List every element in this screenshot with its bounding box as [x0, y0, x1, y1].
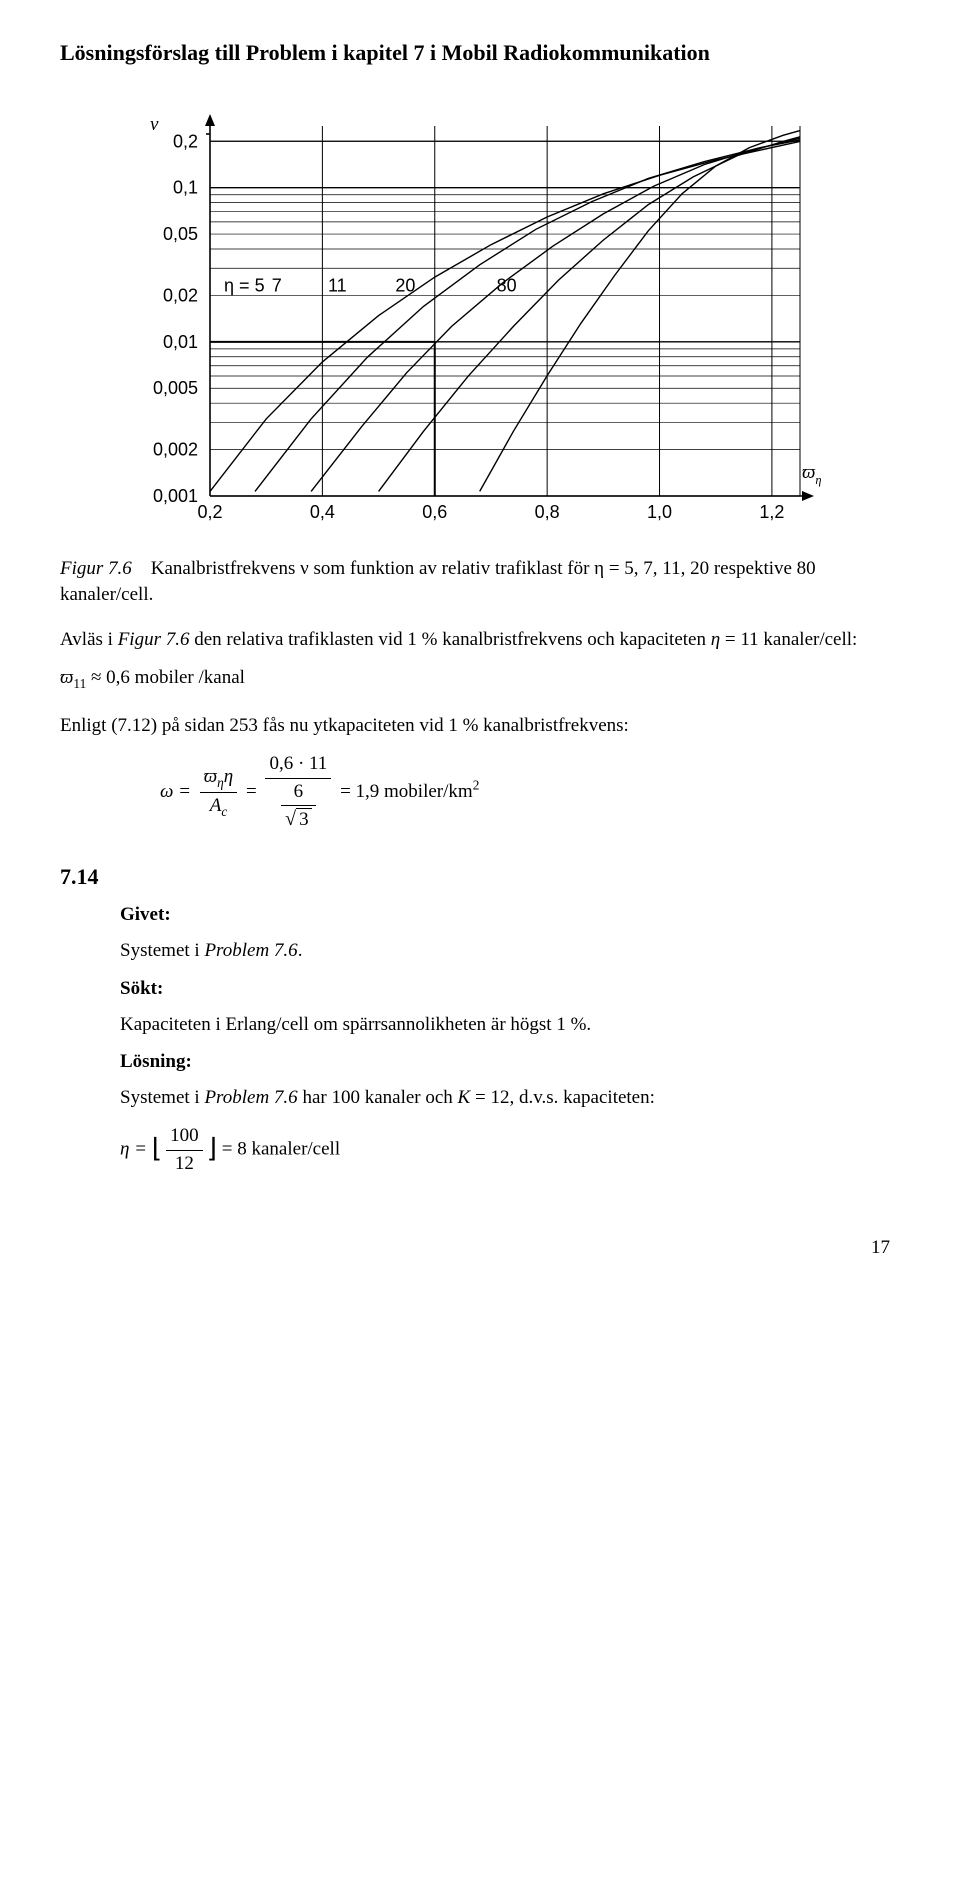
losn-K: K	[458, 1087, 471, 1108]
eq-eta: η = ⌊ 100 12 ⌋ = 8 kanaler/cell	[120, 1123, 860, 1177]
eq2-num2: 0,6 · 11	[265, 751, 331, 779]
floor-left-icon: ⌊	[152, 1133, 162, 1163]
eq2-den1-sub: c	[221, 804, 227, 819]
p1-figref: Figur 7.6	[118, 629, 190, 650]
eq3-rhs: = 8 kanaler/cell	[222, 1138, 340, 1159]
eq-omega: ω = ϖηη Ac = 0,6 · 11 6 3 = 1,9 mobiler/…	[160, 751, 900, 834]
page-number: 17	[60, 1237, 900, 1259]
p1-eta: η	[711, 629, 720, 650]
svg-text:ϖη: ϖη	[802, 462, 822, 487]
losning-label: Lösning:	[120, 1051, 860, 1073]
svg-text:0,2: 0,2	[197, 502, 222, 522]
eq2-mid: =	[246, 781, 261, 802]
losning-text: Systemet i Problem 7.6 har 100 kanaler o…	[120, 1085, 860, 1111]
page-title: Lösningsförslag till Problem i kapitel 7…	[60, 40, 900, 66]
figure-caption: Figur 7.6 Kanalbristfrekvens ν som funkt…	[60, 556, 900, 607]
svg-text:0,002: 0,002	[153, 440, 198, 460]
para-enligt: Enligt (7.12) på sidan 253 fås nu ytkapa…	[60, 713, 900, 739]
eq2-num1-sub: η	[217, 774, 224, 789]
eq3-num: 100	[166, 1123, 203, 1151]
svg-text:0,8: 0,8	[535, 502, 560, 522]
givet-a: Systemet i	[120, 940, 204, 961]
sokt-label: Sökt:	[120, 978, 860, 1000]
caption-text-b: som funktion av relativ trafiklast för	[309, 558, 594, 579]
losn-a: Systemet i	[120, 1087, 204, 1108]
eq2-rhs: = 1,9 mobiler/km	[340, 781, 473, 802]
svg-text:0,005: 0,005	[153, 378, 198, 398]
chart-figure: 0,20,10,050,020,010,0050,0020,0010,20,40…	[120, 106, 860, 536]
givet-c: .	[298, 940, 303, 961]
svg-text:0,6: 0,6	[422, 502, 447, 522]
svg-text:20: 20	[395, 275, 415, 295]
svg-text:0,02: 0,02	[163, 285, 198, 305]
givet-b: Problem 7.6	[204, 940, 297, 961]
givet-text: Systemet i Problem 7.6.	[120, 938, 860, 964]
section-number: 7.14	[60, 864, 900, 890]
givet-label: Givet:	[120, 904, 860, 926]
eq3-frac: 100 12	[166, 1123, 203, 1177]
p1-b: den relativa trafiklasten vid 1 % kanalb…	[189, 629, 710, 650]
svg-text:1,0: 1,0	[647, 502, 672, 522]
svg-text:80: 80	[497, 275, 517, 295]
caption-text-a: Kanalbristfrekvens	[151, 558, 300, 579]
p1-c: = 11 kanaler/cell:	[720, 629, 857, 650]
eq1-sym: ϖ	[60, 667, 73, 688]
caption-eta: η	[594, 558, 604, 579]
eq-varpi11: ϖ11 ≈ 0,6 mobiler /kanal	[60, 665, 900, 693]
svg-text:11: 11	[328, 275, 347, 295]
svg-text:1,2: 1,2	[759, 502, 784, 522]
svg-text:0,001: 0,001	[153, 486, 198, 506]
eq2-frac-inner: 6 3	[281, 779, 315, 835]
caption-figref: Figur 7.6	[60, 558, 132, 579]
chart-svg: 0,20,10,050,020,010,0050,0020,0010,20,40…	[120, 106, 840, 536]
svg-text:0,2: 0,2	[173, 131, 198, 151]
eq1-sub: 11	[73, 676, 86, 691]
eq3-den: 12	[166, 1151, 203, 1178]
svg-text:η = 5: η = 5	[224, 275, 265, 295]
sokt-text: Kapaciteten i Erlang/cell om spärrsannol…	[120, 1012, 860, 1038]
eq2-den2-num: 6	[281, 779, 315, 807]
svg-text:0,4: 0,4	[310, 502, 335, 522]
losn-d: = 12, d.v.s. kapaciteten:	[470, 1087, 655, 1108]
losn-c: har 100 kanaler och	[298, 1087, 458, 1108]
eq2-rad: 3	[296, 808, 312, 830]
svg-text:ν: ν	[150, 114, 159, 135]
eq2-frac1: ϖηη Ac	[200, 764, 237, 822]
svg-text:0,01: 0,01	[163, 332, 198, 352]
floor-right-icon: ⌋	[207, 1133, 217, 1163]
para-read-chart: Avläs i Figur 7.6 den relativa trafiklas…	[60, 627, 900, 653]
eq2-frac2: 0,6 · 11 6 3	[265, 751, 331, 834]
p1-a: Avläs i	[60, 629, 118, 650]
eq2-num1-a: ϖ	[204, 766, 217, 787]
svg-text:7: 7	[272, 275, 282, 295]
eq2-exp: 2	[473, 778, 480, 793]
svg-text:0,1: 0,1	[173, 178, 198, 198]
losn-b: Problem 7.6	[204, 1087, 297, 1108]
eq2-den1: A	[210, 795, 222, 816]
svg-text:0,05: 0,05	[163, 224, 198, 244]
eq3-lhs: η =	[120, 1138, 152, 1159]
eq1-approx: ≈ 0,6 mobiler /kanal	[86, 667, 245, 688]
caption-nu: ν	[300, 558, 309, 579]
eq2-lhs: ω =	[160, 781, 196, 802]
eq2-num1-b: η	[224, 766, 233, 787]
eq2-sqrt: 3	[285, 806, 311, 834]
